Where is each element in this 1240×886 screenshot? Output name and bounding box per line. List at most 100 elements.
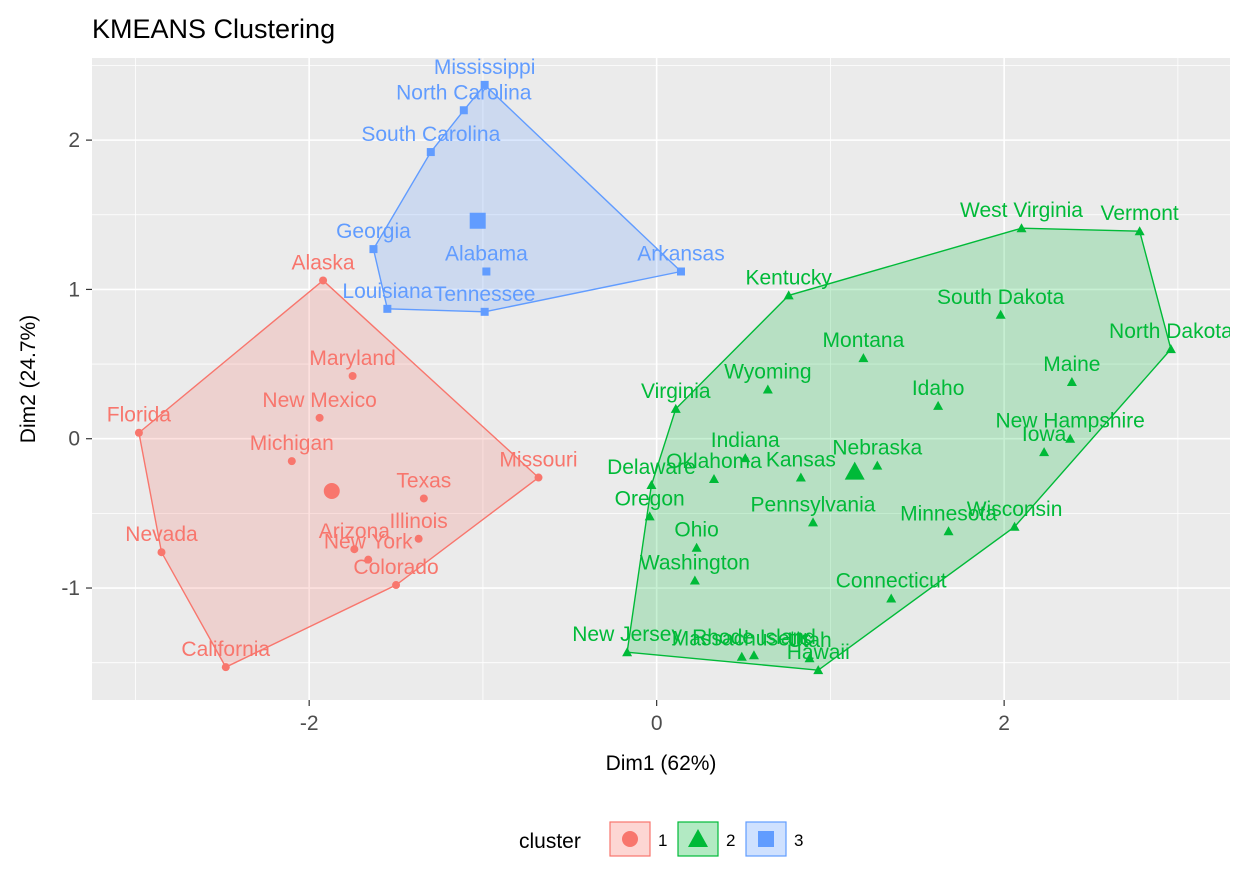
point-south-carolina (426, 148, 435, 157)
label-missouri: Missouri (499, 449, 577, 472)
point-alaska (319, 276, 328, 285)
label-kentucky: Kentucky (746, 266, 833, 289)
point-south-dakota (995, 309, 1006, 319)
y-axis-title: Dim2 (24.7%) (17, 315, 40, 443)
label-massachusetts: Massachusetts (672, 628, 812, 651)
x-tick-label: 0 (651, 712, 663, 735)
point-tennessee (480, 307, 489, 316)
point-massachusetts (736, 651, 747, 661)
label-texas: Texas (396, 469, 451, 492)
point-utah (804, 653, 815, 663)
label-wisconsin: Wisconsin (967, 498, 1063, 521)
label-nebraska: Nebraska (832, 437, 922, 460)
point-nebraska (872, 460, 883, 470)
label-connecticut: Connecticut (836, 569, 947, 592)
point-maine (1066, 376, 1077, 386)
label-tennessee: Tennessee (434, 283, 536, 306)
point-washington (689, 575, 700, 585)
point-nevada (157, 548, 166, 557)
legend-label-2: 2 (726, 831, 735, 850)
label-arkansas: Arkansas (637, 243, 725, 266)
label-washington: Washington (640, 552, 750, 575)
point-west-virginia (1016, 223, 1027, 233)
label-michigan: Michigan (250, 432, 334, 455)
label-utah: Utah (787, 629, 831, 652)
label-north-dakota: North Dakota (1109, 320, 1233, 343)
label-oklahoma: Oklahoma (666, 450, 762, 473)
point-texas (419, 494, 428, 503)
label-colorado: Colorado (353, 556, 438, 579)
point-vermont (1134, 226, 1145, 236)
y-tick-label: 0 (68, 428, 80, 451)
point-maryland (348, 372, 357, 381)
legend-marker-1 (622, 831, 638, 847)
label-virginia: Virginia (641, 380, 711, 403)
point-virginia (670, 403, 681, 413)
label-maryland: Maryland (309, 347, 395, 370)
point-michigan (287, 457, 296, 466)
axes: -2 0 2 -1 0 1 2 (61, 129, 1010, 735)
label-arizona: Arizona (319, 520, 391, 543)
point-iowa (1039, 447, 1050, 457)
label-iowa: Iowa (1022, 423, 1067, 446)
label-louisiana: Louisiana (342, 280, 432, 303)
legend-marker-3 (758, 831, 774, 847)
label-indiana: Indiana (711, 429, 780, 452)
label-montana: Montana (823, 329, 905, 352)
point-montana (858, 353, 869, 363)
label-florida: Florida (107, 404, 172, 427)
x-axis-title: Dim1 (62%) (606, 752, 717, 775)
chart-title: KMEANS Clustering (92, 14, 335, 44)
y-tick-label: 2 (68, 129, 80, 152)
label-south-dakota: South Dakota (937, 286, 1065, 309)
point-wisconsin (1009, 521, 1020, 531)
label-nevada: Nevada (125, 523, 198, 546)
legend: cluster 1 2 3 (519, 821, 803, 857)
label-alabama: Alabama (445, 243, 528, 266)
point-new-hampshire (1065, 433, 1076, 443)
label-ohio: Ohio (674, 519, 718, 542)
point-idaho (933, 400, 944, 410)
point-mississippi (480, 80, 489, 89)
label-alaska: Alaska (292, 251, 355, 274)
point-arizona (350, 545, 359, 554)
point-kansas (795, 472, 806, 482)
point-new-york (364, 555, 373, 564)
point-colorado (392, 581, 401, 590)
label-west-virginia: West Virginia (960, 199, 1083, 222)
legend-marker-2 (688, 829, 708, 847)
cluster-1-centroid (323, 482, 340, 499)
label-california: California (181, 638, 270, 661)
label-kansas: Kansas (766, 449, 836, 472)
label-idaho: Idaho (912, 377, 965, 400)
point-oregon (644, 511, 655, 521)
label-new-jersey: New Jersey (572, 623, 682, 646)
label-delaware: Delaware (607, 456, 696, 479)
point-alabama (482, 267, 491, 276)
label-pennsylvania: Pennsylvania (751, 493, 876, 516)
cluster-3-centroid (469, 212, 486, 229)
data-points (134, 80, 1176, 675)
label-maine: Maine (1043, 353, 1100, 376)
label-hawaii: Hawaii (787, 641, 850, 664)
point-kentucky (783, 290, 794, 300)
point-florida (134, 428, 143, 437)
point-california (221, 663, 230, 672)
label-minnesota: Minnesota (900, 502, 997, 525)
point-illinois (414, 534, 423, 543)
point-wyoming (762, 384, 773, 394)
legend-label-1: 1 (658, 831, 667, 850)
label-illinois: Illinois (389, 510, 447, 533)
label-rhode-island: Rhode Island (692, 626, 816, 649)
cluster-3-hull (372, 83, 683, 313)
label-vermont: Vermont (1101, 202, 1179, 225)
y-tick-label: -1 (61, 577, 80, 600)
point-ohio (691, 542, 702, 552)
legend-label-3: 3 (794, 831, 803, 850)
label-mississippi: Mississippi (434, 56, 536, 79)
point-connecticut (886, 593, 897, 603)
cluster-hulls (138, 83, 1172, 671)
point-rhode-island (748, 650, 759, 660)
point-minnesota (943, 526, 954, 536)
